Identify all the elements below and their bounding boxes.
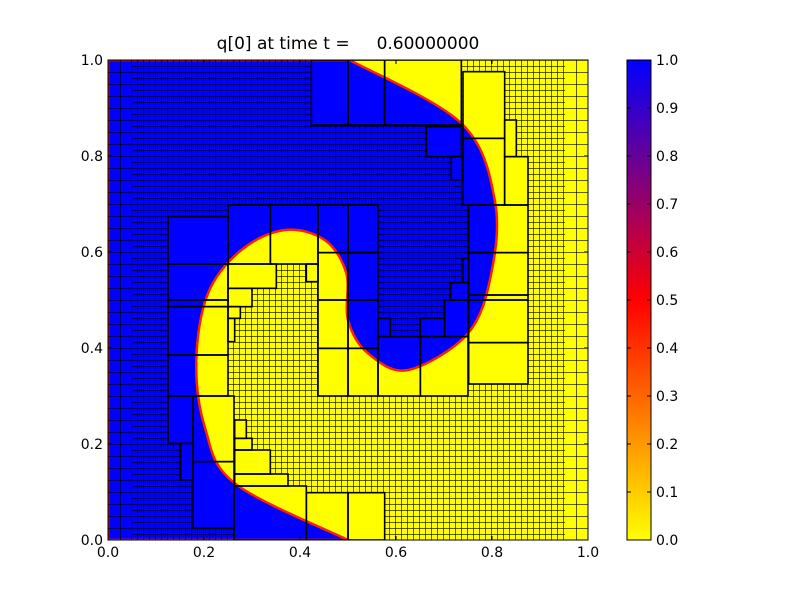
colorbar-tick-label: 0.7 — [656, 197, 678, 213]
y-tick-label: 0.8 — [81, 149, 103, 165]
colorbar-tick-label: 0.4 — [656, 341, 678, 357]
y-tick-label: 0.4 — [81, 341, 103, 357]
grid-coarse-left — [108, 60, 131, 540]
x-tick-label: 0.0 — [97, 545, 119, 561]
grid-patch — [467, 341, 529, 385]
colorbar-tick-label: 0.2 — [656, 437, 678, 453]
grid-patch — [425, 125, 463, 158]
plot-area — [108, 60, 588, 540]
x-tick-label: 0.2 — [193, 545, 215, 561]
y-tick-label: 1.0 — [81, 53, 103, 69]
x-tick-label: 1.0 — [577, 545, 599, 561]
colorbar-tick-label: 0.6 — [656, 245, 678, 261]
colorbar-tick-label: 1.0 — [656, 53, 678, 69]
y-tick-label: 0.6 — [81, 245, 103, 261]
colorbar-axis: 0.0 0.1 0.2 0.3 0.4 0.5 0.6 0.7 0.8 0.9 1.0 — [627, 53, 678, 549]
colorbar-tick-label: 0.3 — [656, 389, 678, 405]
y-tick-label: 0.2 — [81, 437, 103, 453]
x-tick-label: 0.4 — [289, 545, 311, 561]
grid-patches — [167, 60, 529, 540]
chart-title: q[0] at time t = 0.60000000 — [217, 34, 480, 54]
y-tick-label: 0.0 — [81, 533, 103, 549]
colorbar-tick-label: 0.1 — [656, 485, 678, 501]
colorbar-tick-label: 0.9 — [656, 101, 678, 117]
grid-patch — [377, 317, 392, 338]
grid-patch — [227, 317, 236, 343]
grid-coarse-right — [565, 60, 588, 540]
grid-patch — [450, 155, 463, 181]
y-axis: 0.0 0.2 0.4 0.6 0.8 1.0 — [81, 53, 588, 549]
colorbar-tick-label: 0.8 — [656, 149, 678, 165]
x-tick-label: 0.6 — [385, 545, 407, 561]
colorbar-tick-label: 0.0 — [656, 533, 678, 549]
colorbar-tick-label: 0.5 — [656, 293, 678, 309]
axes-frame — [107, 59, 589, 541]
x-tick-label: 0.8 — [481, 545, 503, 561]
grid-patch — [383, 60, 463, 126]
x-axis: 0.0 0.2 0.4 0.6 0.8 1.0 — [97, 60, 599, 561]
